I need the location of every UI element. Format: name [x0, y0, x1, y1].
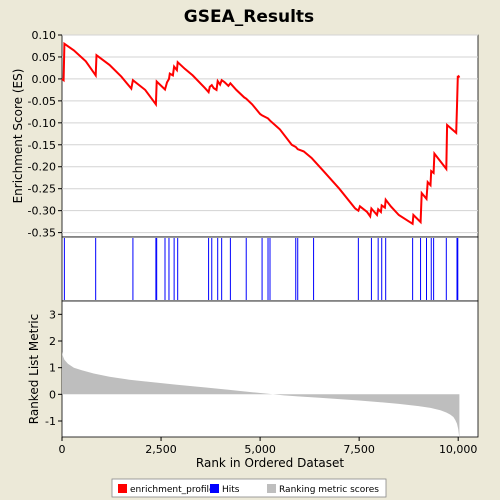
x-tick-label: 0 [59, 443, 66, 456]
legend-swatch-hits [210, 484, 219, 493]
enrichment-y-tick-label: 0.00 [32, 73, 57, 86]
enrichment-y-tick-label: -0.20 [28, 161, 56, 174]
enrichment-y-label: Enrichment Score (ES) [11, 69, 25, 204]
x-axis-label: Rank in Ordered Dataset [196, 456, 344, 470]
enrichment-grid [62, 34, 478, 234]
hits-panel [61, 236, 479, 302]
x-axis-ticks: 0 2,500 5,000 7,500 10,000 [59, 437, 478, 456]
enrichment-y-tick-label: -0.35 [28, 227, 56, 240]
legend-label-ranking: Ranking metric scores [279, 485, 379, 495]
chart-title: GSEA_Results [184, 7, 314, 27]
ranking-metric-area [62, 351, 460, 439]
enrichment-panel: 0.10 0.05 0.00 -0.05 -0.10 -0.15 -0.20 -0.25 -0.… [11, 29, 479, 240]
enrichment-y-tick-label: -0.15 [28, 139, 56, 152]
legend-label-enrichment: enrichment_profile [130, 485, 215, 495]
enrichment-plot-area [61, 34, 479, 238]
ranked-y-tick-label: 2 [49, 335, 56, 348]
ranked-plot-area [61, 300, 479, 438]
x-tick-label: 7,500 [343, 443, 375, 456]
x-tick-label: 10,000 [439, 443, 478, 456]
ranked-y-tick-label: -1 [45, 415, 56, 428]
ranked-y-ticks: 3 2 1 0 -1 [45, 308, 62, 428]
legend-swatch-ranking [267, 484, 276, 493]
x-tick-label: 2,500 [145, 443, 177, 456]
ranked-y-tick-label: 1 [49, 362, 56, 375]
ranked-y-label: Ranked List Metric [27, 314, 41, 424]
enrichment-y-tick-label: 0.10 [32, 29, 57, 42]
hit-markers [63, 238, 459, 300]
legend: enrichment_profile Hits Ranking metric s… [111, 478, 387, 498]
enrichment-y-tick-label: -0.10 [28, 117, 56, 130]
ranked-y-tick-label: 3 [49, 308, 56, 321]
enrichment-y-tick-label: -0.05 [28, 95, 56, 108]
enrichment-y-tick-label: -0.30 [28, 205, 56, 218]
enrichment-y-tick-label: 0.05 [32, 51, 57, 64]
legend-swatch-enrichment [118, 484, 127, 493]
legend-label-hits: Hits [222, 485, 240, 495]
enrichment-y-tick-label: -0.25 [28, 183, 56, 196]
ranked-y-tick-label: 0 [49, 388, 56, 401]
legend-box [111, 478, 387, 498]
ranked-metric-panel: 3 2 1 0 -1 Ranked List Metric [27, 300, 479, 439]
x-tick-label: 5,000 [244, 443, 276, 456]
enrichment-profile-line [61, 41, 461, 226]
enrichment-y-ticks: 0.10 0.05 0.00 -0.05 -0.10 -0.15 -0.20 -0.25 -0.… [28, 29, 62, 240]
